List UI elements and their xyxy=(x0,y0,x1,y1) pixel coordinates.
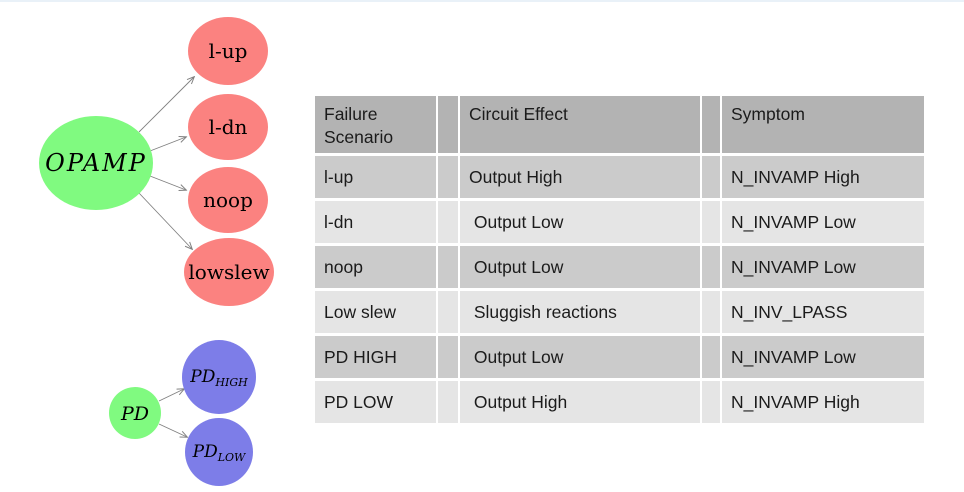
node-pd-label: PD xyxy=(120,403,149,425)
pdlow-label-main: PD xyxy=(192,442,218,462)
spacer-cell xyxy=(702,336,720,378)
spacer-cell xyxy=(438,381,458,423)
spacer-cell xyxy=(438,291,458,333)
failure-table: Failure Scenario Circuit Effect Symptom … xyxy=(315,96,924,423)
spacer-cell xyxy=(702,156,720,198)
spacer-cell xyxy=(438,246,458,288)
cell-symptom: N_INV_LPASS xyxy=(722,291,924,333)
cell-effect: Output High xyxy=(460,381,700,423)
spacer-cell xyxy=(438,336,458,378)
spacer-cell xyxy=(438,201,458,243)
pdlow-label-subscript: LOW xyxy=(217,451,247,464)
cell-effect: Output Low xyxy=(460,336,700,378)
spacer-cell xyxy=(702,246,720,288)
cell-scenario: noop xyxy=(315,246,436,288)
node-opamp-label: OPAMP xyxy=(45,149,147,177)
cell-effect: Output Low xyxy=(460,246,700,288)
cell-symptom: N_INVAMP High xyxy=(722,156,924,198)
cell-symptom: N_INVAMP Low xyxy=(722,246,924,288)
node-pdhigh-label: PDHIGH xyxy=(189,367,248,389)
cell-effect: Output Low xyxy=(460,201,700,243)
cell-scenario: l-dn xyxy=(315,201,436,243)
node-noop-ellipse xyxy=(188,167,268,233)
node-lup-ellipse xyxy=(188,17,268,85)
cell-scenario: Low slew xyxy=(315,291,436,333)
col-header-failure-scenario: Failure Scenario xyxy=(315,96,436,153)
col-header-circuit-effect: Circuit Effect xyxy=(460,96,700,153)
node-pdlow-label: PDLOW xyxy=(192,442,247,464)
pdhigh-label-main: PD xyxy=(189,367,215,387)
cell-symptom: N_INVAMP High xyxy=(722,381,924,423)
node-pdlow-ellipse xyxy=(185,418,253,486)
cell-effect: Output High xyxy=(460,156,700,198)
pdhigh-label-subscript: HIGH xyxy=(214,376,248,389)
node-ldn-ellipse xyxy=(188,94,268,160)
node-noop-label: noop xyxy=(203,188,253,212)
header-spacer-cell-1 xyxy=(438,96,458,153)
edge-opamp-ldn-arrow xyxy=(149,137,186,152)
cell-scenario: l-up xyxy=(315,156,436,198)
header-spacer-cell-2 xyxy=(702,96,720,153)
cell-symptom: N_INVAMP Low xyxy=(722,336,924,378)
edge-opamp-lowslew-arrow xyxy=(138,192,192,249)
cell-effect: Sluggish reactions xyxy=(460,291,700,333)
node-lup-label: l-up xyxy=(209,39,248,63)
cell-symptom: N_INVAMP Low xyxy=(722,201,924,243)
top-edge-strip xyxy=(0,0,964,2)
spacer-cell xyxy=(438,156,458,198)
edge-opamp-noop-arrow xyxy=(149,175,186,190)
node-pdhigh-ellipse xyxy=(182,340,256,414)
edge-opamp-lup-arrow xyxy=(138,77,194,133)
cell-scenario: PD HIGH xyxy=(315,336,436,378)
node-opamp-ellipse xyxy=(39,116,153,210)
spacer-cell xyxy=(702,201,720,243)
node-ldn-label: l-dn xyxy=(209,115,248,139)
node-lowslew-ellipse xyxy=(184,238,274,306)
edge-pd-pdhigh-arrow xyxy=(158,389,184,402)
col-header-symptom: Symptom xyxy=(722,96,924,153)
fault-tree-diagram: OPAMP l-up l-dn noop lowslew PD PDHIGH P… xyxy=(39,17,274,486)
cell-scenario: PD LOW xyxy=(315,381,436,423)
node-lowslew-label: lowslew xyxy=(188,260,269,284)
node-pd-ellipse xyxy=(109,387,161,439)
spacer-cell xyxy=(702,291,720,333)
spacer-cell xyxy=(702,381,720,423)
edge-pd-pdlow-arrow xyxy=(158,423,187,437)
